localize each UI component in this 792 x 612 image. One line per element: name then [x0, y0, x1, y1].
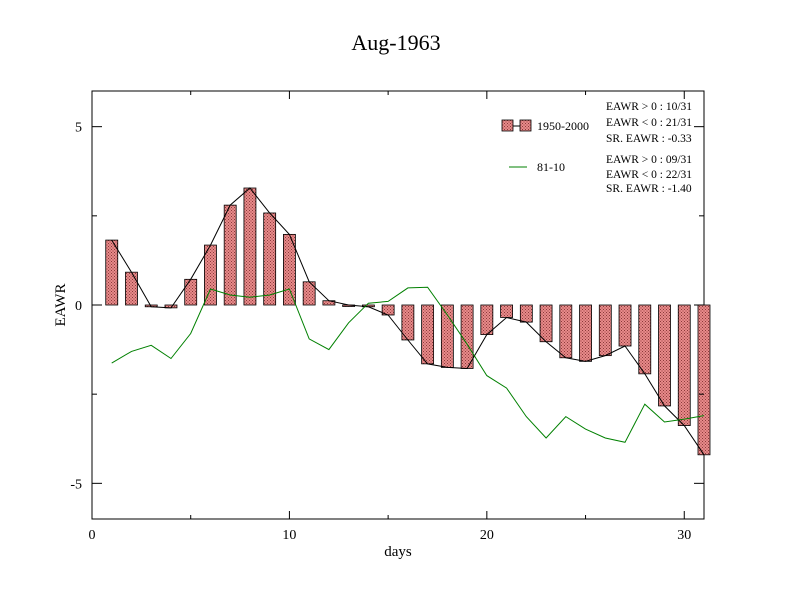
stat-8110-positive: EAWR > 0 : 09/31: [606, 154, 692, 166]
bar-day-23: [539, 304, 553, 343]
legend: 1950-2000 81-10: [501, 119, 589, 174]
bar-day-21: [500, 304, 513, 318]
bar-day-30: [677, 304, 691, 426]
bar-day-25: [579, 304, 592, 362]
x-tick-label: 30: [677, 528, 691, 543]
stat-1950-positive: EAWR > 0 : 10/31: [606, 101, 692, 113]
legend-label-81-10: 81-10: [537, 160, 565, 174]
bar-day-5: [184, 278, 198, 306]
line-1950-2000: [111, 187, 705, 456]
y-tick-label: -5: [70, 477, 82, 492]
bar-day-29: [658, 304, 671, 407]
x-tick-label: 20: [480, 528, 494, 543]
line-81-10: [111, 286, 705, 443]
stats-block: EAWR > 0 : 10/31 EAWR < 0 : 21/31 SR. EA…: [606, 101, 692, 195]
bar-day-26: [598, 304, 612, 357]
bar-day-19: [460, 304, 474, 369]
legend-bar-swatch-2: [519, 119, 532, 132]
bar-day-8: [243, 187, 257, 306]
bar-day-20: [480, 304, 494, 336]
x-axis-label: days: [384, 544, 412, 560]
legend-bar-swatch-1: [501, 119, 514, 132]
bar-series: [105, 187, 711, 456]
bar-day-24: [559, 304, 573, 359]
line-series: [111, 187, 705, 456]
x-tick-label: 10: [282, 528, 296, 543]
stat-8110-sr: SR. EAWR : -1.40: [606, 183, 692, 195]
x-tick-label: 0: [89, 528, 96, 543]
bar-day-2: [125, 271, 138, 306]
y-tick-label: 5: [75, 121, 82, 136]
bar-day-17: [421, 304, 435, 365]
bar-day-6: [204, 244, 217, 306]
y-axis-label: EAWR: [53, 284, 69, 327]
bar-day-9: [263, 212, 277, 306]
stat-8110-negative: EAWR < 0 : 22/31: [606, 169, 692, 181]
axis-ticks: 0 10 20 30 -5 0 5: [70, 91, 704, 543]
y-tick-label: 0: [75, 299, 82, 314]
bar-day-22: [519, 304, 533, 323]
bar-day-1: [105, 239, 119, 306]
stat-1950-negative: EAWR < 0 : 21/31: [606, 117, 692, 129]
stat-1950-sr: SR. EAWR : -0.33: [606, 133, 692, 145]
bar-day-28: [638, 304, 652, 375]
chart-title: Aug-1963: [351, 30, 440, 55]
bar-day-27: [618, 304, 632, 347]
legend-label-1950-2000: 1950-2000: [537, 119, 589, 133]
bar-day-31: [697, 304, 711, 456]
bar-day-7: [223, 204, 237, 306]
